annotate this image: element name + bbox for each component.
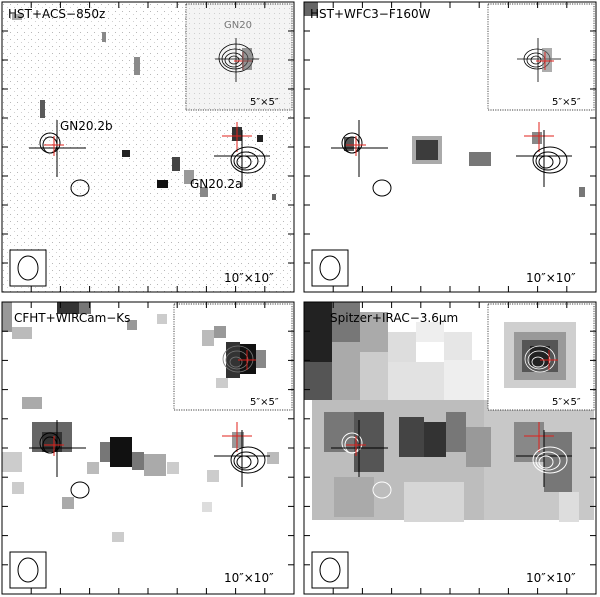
marker-red-gn20-2b [44,136,64,156]
panel-title: CFHT+WIRCam−Ks [14,311,130,325]
marker-red-gn20-2b [346,436,366,456]
contours-gn20-2a [532,146,568,174]
marker-red-gn20-2a [524,422,554,452]
sky-image [304,302,594,522]
panel-title: HST+WFC3−F160W [310,7,431,21]
panel-title: Spitzer+IRAC−3.6μm [330,311,458,325]
marker-red-gn20-2a [524,122,554,152]
panel-spitzer-irac: 5″×5″ Spitzer+IRAC−3.6μm 10″×10 [303,301,597,595]
sky-image [304,2,585,197]
contour-lower [372,179,392,197]
source-label-gn20-2a: GN20.2a [190,177,242,191]
inset: 5″×5″ [487,3,595,111]
contours-gn20-2a [532,446,568,474]
contour-lower [70,481,90,499]
beam [311,249,349,287]
panel-hst-wfc3: 5″×5″ HST+WFC3−F160W 10″×10″ [303,1,597,293]
inset: 5″×5″ [173,303,293,411]
inset: 5″×5″ [487,303,595,411]
panel-cfht-wircam: 5″×5″ CFHT+WIRCam−Ks 10″×10″ [1,301,295,595]
beam [311,551,349,589]
marker-black-gn20-2b [29,120,86,177]
inset-scale-label: 5″×5″ [250,97,279,108]
contour-lower [372,481,392,499]
inset-scale-label: 5″×5″ [250,397,279,408]
inset-object-label: GN20 [224,20,252,31]
marker-red-gn20-2b [346,136,366,156]
panel-title: HST+ACS−850z [8,7,105,21]
marker-black-gn20-2b [331,420,388,477]
frame-ticks [2,2,294,292]
contour-lower [70,179,90,197]
marker-red-gn20-2a [222,122,252,152]
contours-gn20-2a [230,146,266,174]
marker-red-gn20-2a [222,422,252,452]
marker-red-gn20-2b [44,436,64,456]
source-label-gn20-2b: GN20.2b [60,119,113,133]
inset-scale-label: 5″×5″ [552,397,581,408]
frame-ticks [304,302,596,594]
inset: GN20 5″×5″ [185,3,293,111]
scale-label: 10″×10″ [526,271,576,285]
scale-label: 10″×10″ [526,571,576,585]
panel-hst-acs: GN20 5″×5″ HST+ACS− [1,1,295,293]
contours-gn20-2a [230,446,266,474]
marker-black-gn20-2b [331,120,388,177]
frame-ticks [2,302,294,594]
scale-label: 10″×10″ [224,571,274,585]
inset-scale-label: 5″×5″ [552,97,581,108]
beam [9,249,47,287]
frame-ticks [304,2,596,292]
scale-label: 10″×10″ [224,271,274,285]
marker-black-gn20-2b [29,420,86,477]
beam [9,551,47,589]
